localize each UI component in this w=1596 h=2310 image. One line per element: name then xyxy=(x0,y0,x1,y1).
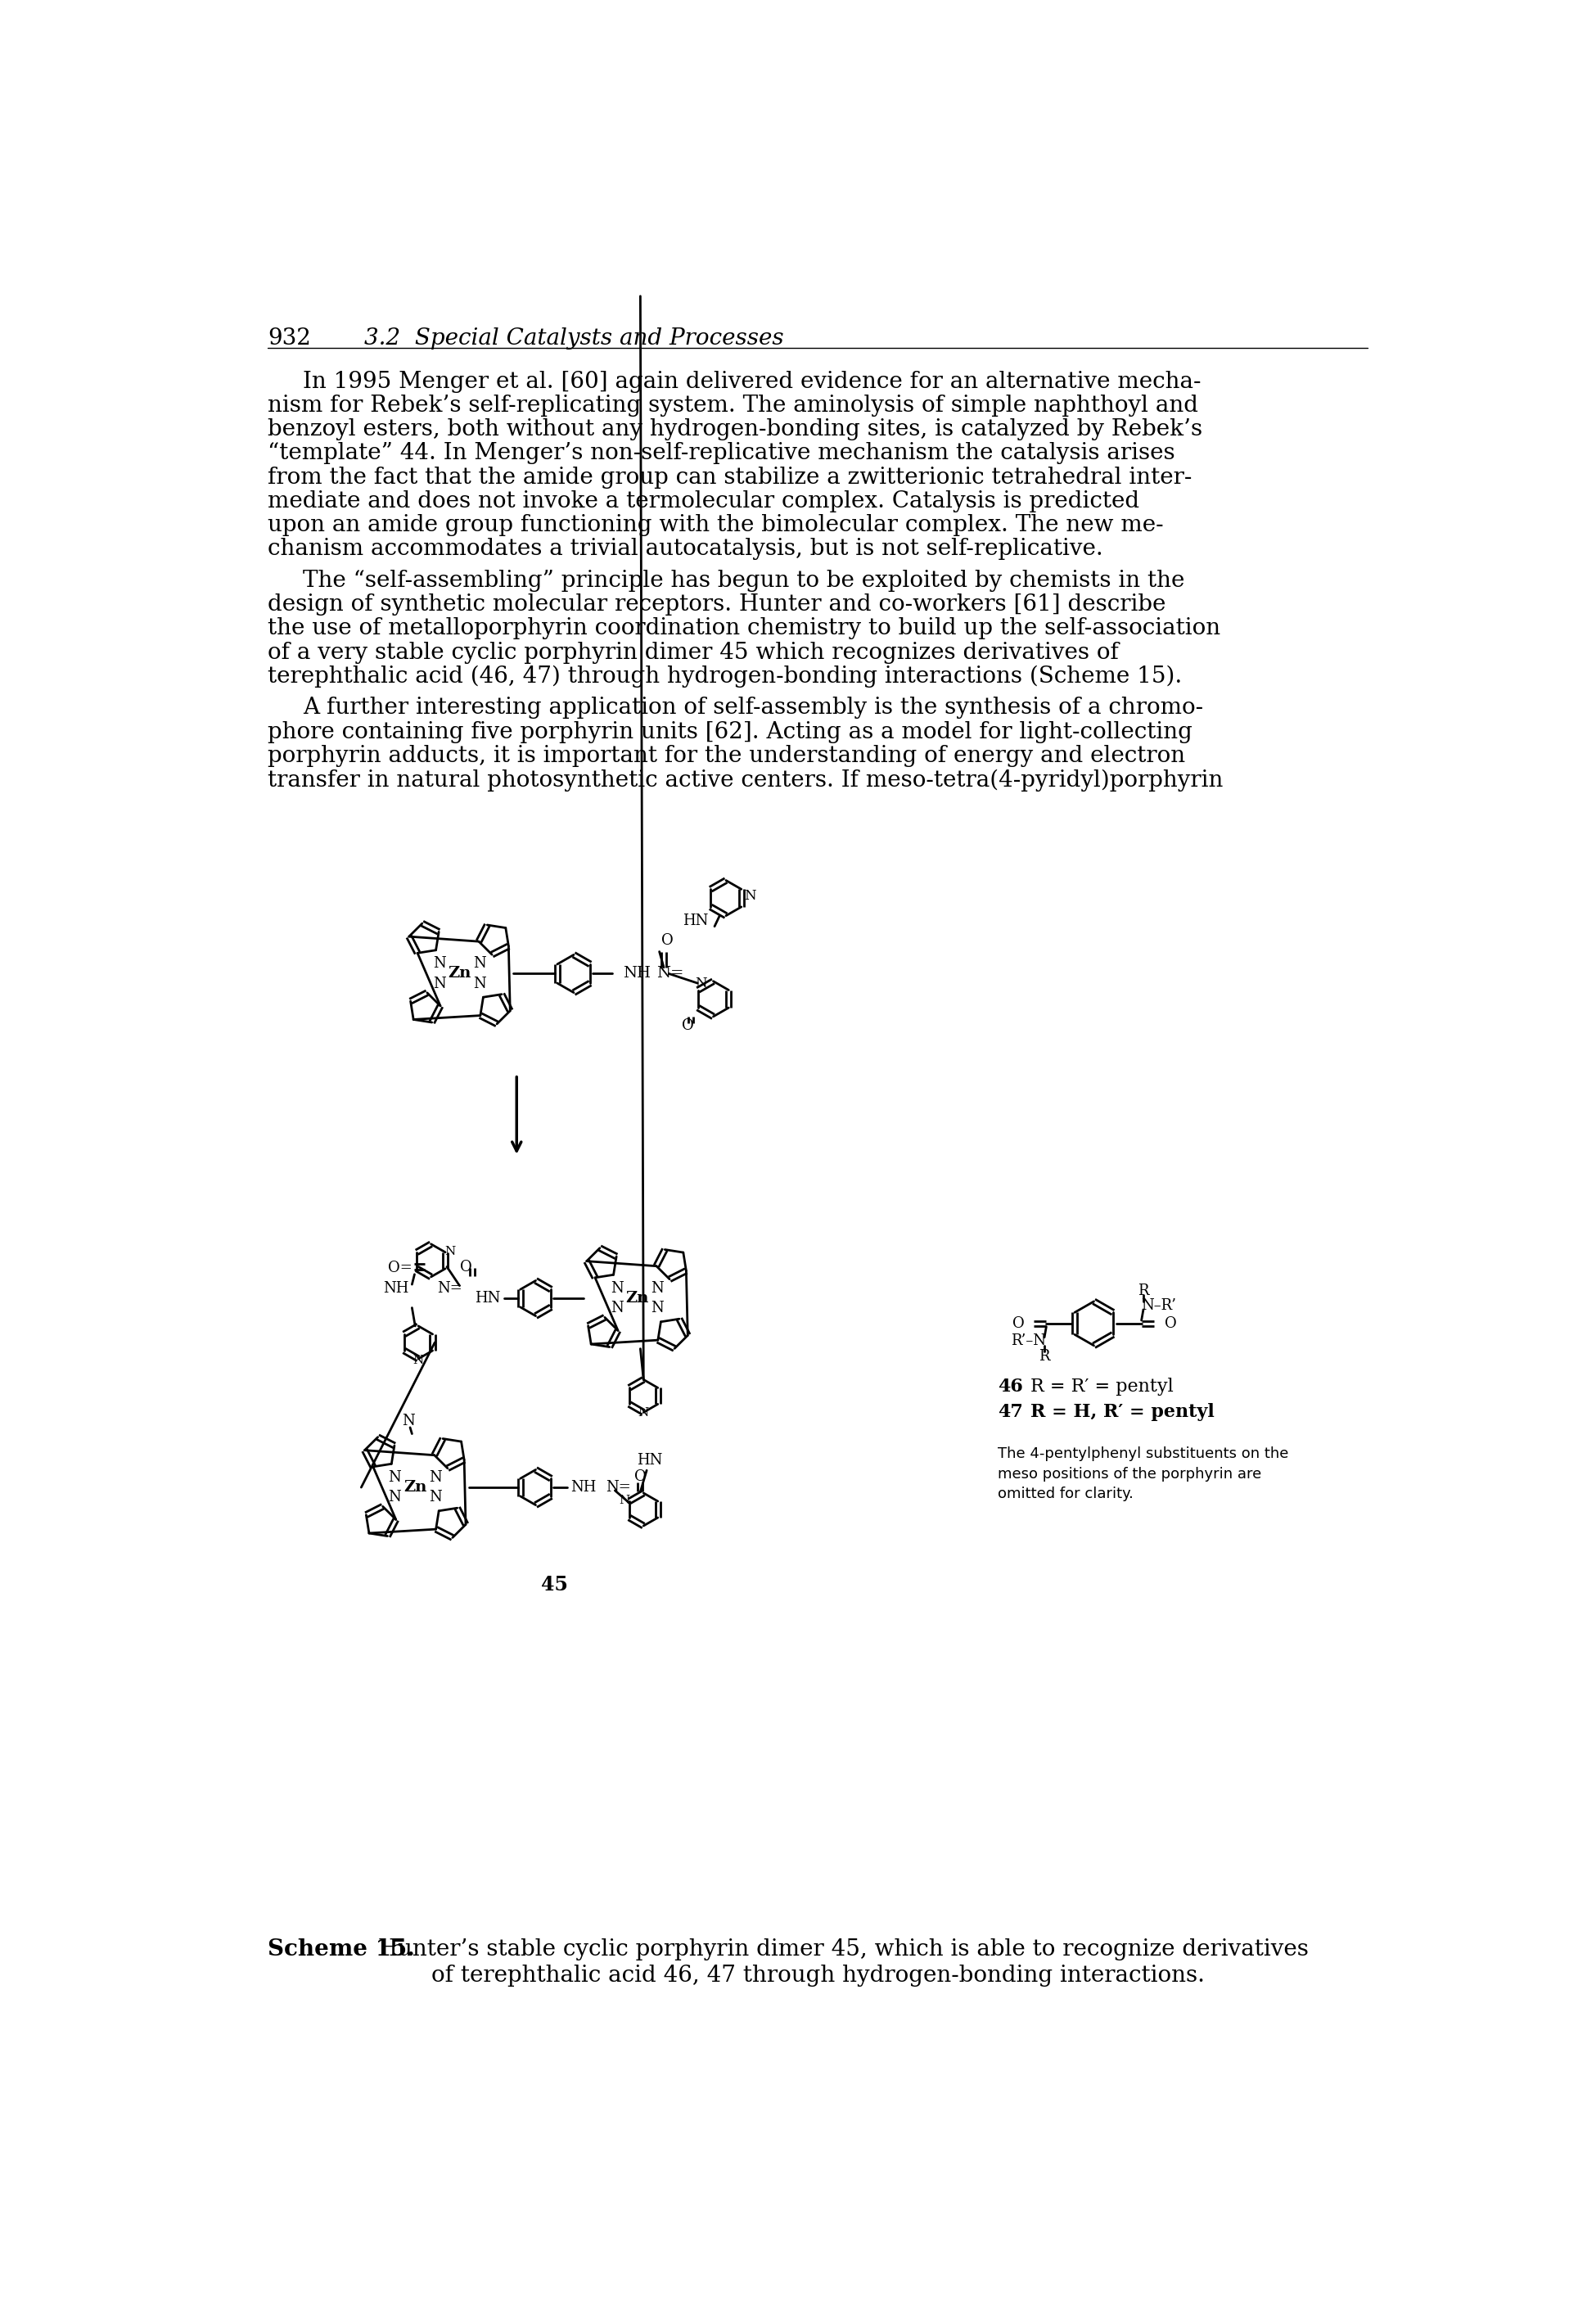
Text: N: N xyxy=(388,1490,401,1504)
Text: O: O xyxy=(634,1469,646,1483)
Text: A further interesting application of self-assembly is the synthesis of a chromo-: A further interesting application of sel… xyxy=(303,698,1203,718)
Text: HN: HN xyxy=(476,1291,501,1305)
Text: N: N xyxy=(651,1280,664,1296)
Text: N: N xyxy=(413,1354,425,1365)
Text: transfer in natural photosynthetic active centers. If meso-tetra(4-pyridyl)porph: transfer in natural photosynthetic activ… xyxy=(268,769,1224,792)
Text: from the fact that the amide group can stabilize a zwitterionic tetrahedral inte: from the fact that the amide group can s… xyxy=(268,467,1192,487)
Text: 45: 45 xyxy=(541,1575,568,1594)
Text: Zn: Zn xyxy=(404,1481,426,1495)
Text: N: N xyxy=(433,956,445,970)
Text: N: N xyxy=(744,889,757,903)
Text: N: N xyxy=(445,1245,456,1257)
Text: 932: 932 xyxy=(268,328,311,349)
Text: In 1995 Menger et al. [60] again delivered evidence for an alternative mecha-: In 1995 Menger et al. [60] again deliver… xyxy=(303,370,1202,393)
Text: Zn: Zn xyxy=(448,966,471,982)
Text: O: O xyxy=(681,1019,694,1033)
Text: O: O xyxy=(662,933,674,949)
Text: upon an amide group functioning with the bimolecular complex. The new me-: upon an amide group functioning with the… xyxy=(268,515,1163,536)
Text: of terephthalic acid 46, 47 through hydrogen-bonding interactions.: of terephthalic acid 46, 47 through hydr… xyxy=(431,1964,1205,1987)
Text: nism for Rebek’s self-replicating system. The aminolysis of simple naphthoyl and: nism for Rebek’s self-replicating system… xyxy=(268,395,1199,416)
Text: NH: NH xyxy=(622,966,651,982)
Text: R: R xyxy=(1039,1349,1050,1363)
Text: The “self-assembling” principle has begun to be exploited by chemists in the: The “self-assembling” principle has begu… xyxy=(303,571,1184,591)
Text: O: O xyxy=(1165,1317,1176,1331)
Text: chanism accommodates a trivial autocatalysis, but is not self-replicative.: chanism accommodates a trivial autocatal… xyxy=(268,538,1103,561)
Text: N: N xyxy=(474,977,487,991)
Text: NH: NH xyxy=(383,1282,409,1296)
Text: O: O xyxy=(1012,1317,1025,1331)
Text: design of synthetic molecular receptors. Hunter and co-workers [61] describe: design of synthetic molecular receptors.… xyxy=(268,594,1167,617)
Text: N: N xyxy=(651,1301,664,1317)
Text: “template” 44. In Menger’s non-self-replicative mechanism the catalysis arises: “template” 44. In Menger’s non-self-repl… xyxy=(268,441,1175,464)
Text: HN: HN xyxy=(683,912,709,929)
Text: O: O xyxy=(460,1259,472,1275)
Text: R = H, R′ = pentyl: R = H, R′ = pentyl xyxy=(1031,1402,1215,1421)
Text: porphyrin adducts, it is important for the understanding of energy and electron: porphyrin adducts, it is important for t… xyxy=(268,744,1186,767)
Text: N: N xyxy=(429,1490,442,1504)
Text: N: N xyxy=(610,1301,624,1317)
Text: Hunter’s stable cyclic porphyrin dimer 45, which is able to recognize derivative: Hunter’s stable cyclic porphyrin dimer 4… xyxy=(370,1938,1309,1961)
Text: N: N xyxy=(638,1407,650,1418)
Text: N: N xyxy=(619,1495,629,1506)
Text: terephthalic acid (46, 47) through hydrogen-bonding interactions (Scheme 15).: terephthalic acid (46, 47) through hydro… xyxy=(268,665,1183,688)
Text: R: R xyxy=(1138,1284,1149,1298)
Text: of a very stable cyclic porphyrin dimer 45 which recognizes derivatives of: of a very stable cyclic porphyrin dimer … xyxy=(268,642,1119,663)
Text: N: N xyxy=(474,956,487,970)
Text: N=: N= xyxy=(605,1481,630,1495)
Text: 47: 47 xyxy=(998,1402,1023,1421)
Text: R’–N: R’–N xyxy=(1012,1333,1047,1349)
Text: Scheme 15.: Scheme 15. xyxy=(268,1938,415,1961)
Text: N: N xyxy=(429,1469,442,1485)
Text: R = R′ = pentyl: R = R′ = pentyl xyxy=(1031,1377,1173,1395)
Text: The 4-pentylphenyl substituents on the: The 4-pentylphenyl substituents on the xyxy=(998,1446,1288,1462)
Text: HN: HN xyxy=(637,1453,662,1467)
Text: 3.2  Special Catalysts and Processes: 3.2 Special Catalysts and Processes xyxy=(364,328,784,349)
Text: N: N xyxy=(402,1414,415,1428)
Text: N=: N= xyxy=(656,966,683,982)
Text: N: N xyxy=(433,977,445,991)
Text: phore containing five porphyrin units [62]. Acting as a model for light-collecti: phore containing five porphyrin units [6… xyxy=(268,721,1192,744)
Text: NH: NH xyxy=(571,1481,597,1495)
Text: 46: 46 xyxy=(998,1377,1023,1395)
Text: omitted for clarity.: omitted for clarity. xyxy=(998,1488,1133,1502)
Text: N: N xyxy=(388,1469,401,1485)
Text: N: N xyxy=(610,1280,624,1296)
Text: N=: N= xyxy=(437,1282,463,1296)
Text: Zn: Zn xyxy=(626,1291,650,1305)
Text: O=: O= xyxy=(388,1261,412,1275)
Text: the use of metalloporphyrin coordination chemistry to build up the self-associat: the use of metalloporphyrin coordination… xyxy=(268,617,1221,640)
Text: benzoyl esters, both without any hydrogen-bonding sites, is catalyzed by Rebek’s: benzoyl esters, both without any hydroge… xyxy=(268,418,1203,441)
Text: N–R’: N–R’ xyxy=(1141,1298,1176,1312)
Text: meso positions of the porphyrin are: meso positions of the porphyrin are xyxy=(998,1467,1261,1481)
Text: mediate and does not invoke a termolecular complex. Catalysis is predicted: mediate and does not invoke a termolecul… xyxy=(268,490,1140,513)
Text: N: N xyxy=(694,977,707,991)
